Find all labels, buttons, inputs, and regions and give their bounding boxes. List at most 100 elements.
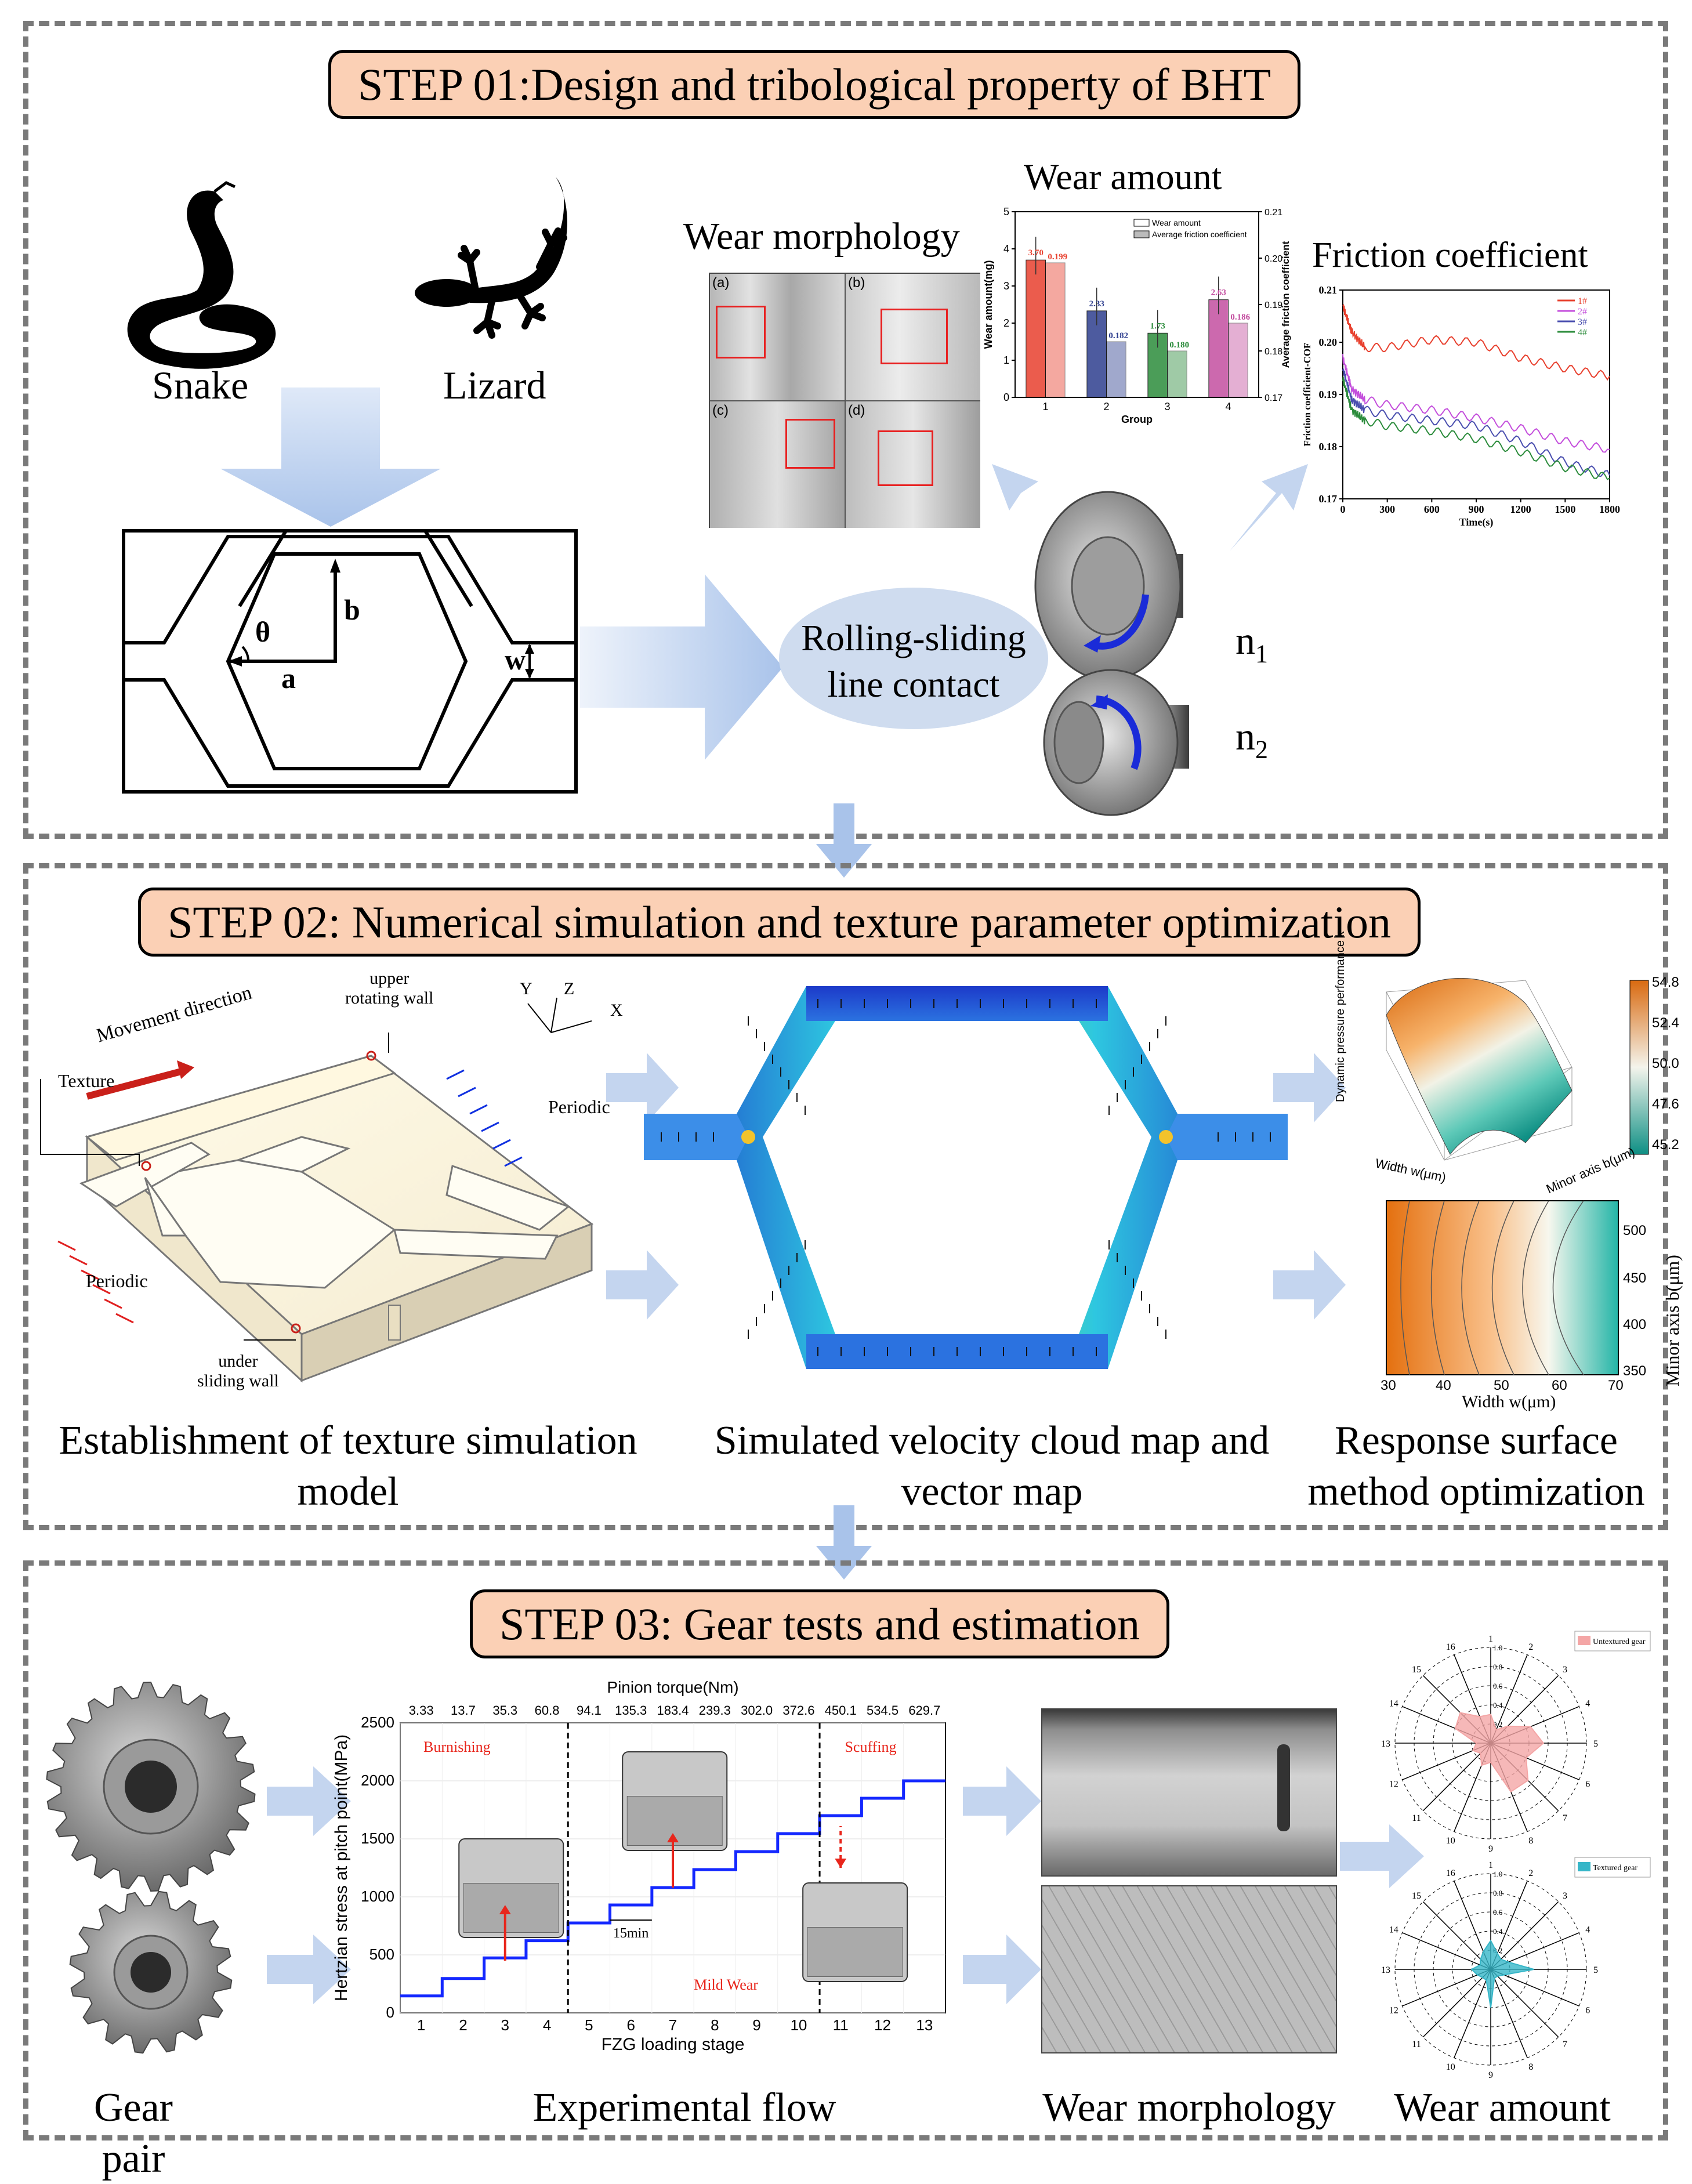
radar-axis-label: 9 (1488, 2070, 1493, 2080)
radar-axis-label: 16 (1446, 1868, 1455, 1878)
arrow-right-small-icon-2 (606, 1250, 679, 1320)
wear-bar-label: 2.33 (1089, 299, 1104, 309)
friction-bar (1045, 262, 1066, 398)
periodic-label-right: Periodic (548, 1096, 610, 1117)
colorbar-tick-2: 50.0 (1652, 1056, 1679, 1071)
fzg-xtick-label: 1 (417, 2016, 425, 2034)
arrow-up-right-icon (1230, 464, 1308, 551)
legend-swatch-friction (1133, 230, 1150, 238)
friction-ytick-label: 0.20 (1319, 336, 1338, 348)
radar-spoke (1490, 1901, 1559, 1970)
wear-y2tick-label: 0.17 (1265, 393, 1282, 403)
radar-axis-label: 2 (1528, 1642, 1533, 1652)
radar-axis-label: 5 (1593, 1739, 1598, 1749)
radar-tick: 0.8 (1493, 1889, 1502, 1897)
step-01-title: STEP 01:Design and tribological property… (328, 50, 1301, 119)
fzg-torque-label: 372.6 (782, 1703, 814, 1718)
wear-ytick-label: 1 (1003, 354, 1009, 366)
radar-tick: 0.8 (1493, 1663, 1502, 1671)
theta-label: θ (255, 615, 271, 648)
response-contour (1386, 1200, 1619, 1375)
radar-spoke (1454, 1969, 1491, 2058)
friction-legend-label: 4# (1578, 328, 1587, 338)
friction-bar-label: 0.199 (1048, 252, 1067, 262)
fzg-torque-label: 3.33 (409, 1703, 434, 1718)
texture-schematic (122, 529, 578, 794)
radar-axis-label: 3 (1563, 1891, 1567, 1901)
friction-xtick-label: 1200 (1510, 504, 1531, 515)
caption-wear-amount: Wear amount (1394, 2085, 1611, 2130)
fzg-ytick-label: 1000 (361, 1888, 394, 1905)
fzg-zone-mild: Mild Wear (694, 1976, 758, 1993)
radar-arrow (1340, 1824, 1424, 1888)
contour-xtick-4: 70 (1608, 1378, 1624, 1393)
wear-bar (1026, 259, 1046, 398)
fzg-thumb-surface (807, 1927, 903, 1977)
contour-x-label: Width w(μm) (1462, 1392, 1556, 1411)
fzg-xtick-label: 2 (459, 2016, 467, 2034)
friction-xtick-label: 1800 (1599, 504, 1620, 515)
lizard-icon (415, 177, 567, 339)
gear-pair-image (46, 1681, 256, 2054)
fzg-x-label: FZG loading stage (602, 2035, 745, 2054)
step-03-title: STEP 03: Gear tests and estimation (470, 1589, 1170, 1659)
radar-axis-label: 13 (1381, 1965, 1390, 1975)
fzg-ytick-label: 500 (369, 1946, 394, 1963)
friction-bar-label: 0.182 (1108, 331, 1128, 341)
upper-wall-label: upper rotating wall (345, 969, 434, 1008)
wear-y-label: Wear amount(mg) (983, 260, 994, 349)
radar-axis-label: 7 (1563, 2040, 1567, 2049)
fzg-title: Pinion torque(Nm) (607, 1678, 738, 1696)
radar-spoke (1490, 1969, 1528, 2058)
rollers-image (1034, 491, 1189, 816)
contour-ytick-2: 400 (1623, 1317, 1647, 1332)
radar-tick: 0.4 (1493, 1927, 1503, 1936)
wear-ytick-label: 0 (1003, 392, 1009, 403)
radar-legend-swatch (1578, 1636, 1590, 1645)
simulation-model (40, 1033, 594, 1383)
a-label: a (281, 662, 296, 694)
contact-ellipse (779, 588, 1048, 729)
n2-label: n2 (1236, 714, 1268, 764)
velocity-cloud-map (644, 986, 1288, 1369)
gear-arrow-top (267, 1766, 351, 1836)
friction-xtick-label: 0 (1340, 504, 1346, 515)
radar-spoke (1422, 1901, 1491, 1970)
radar-tick: 0.6 (1493, 1908, 1503, 1917)
radar-spoke (1490, 1969, 1579, 2006)
morph-roi-c (785, 419, 835, 469)
wear-ytick-label: 4 (1003, 243, 1009, 255)
gear-bore (125, 1761, 177, 1813)
wear-ytick-label: 2 (1003, 317, 1009, 329)
fzg-interval-label: 15min (613, 1926, 648, 1941)
fzg-torque-label: 183.4 (657, 1703, 689, 1718)
contour-ytick-1: 450 (1623, 1270, 1647, 1286)
wear-bar-label: 2.63 (1211, 288, 1226, 298)
radar-axis-label: 4 (1585, 1699, 1590, 1709)
radar-legend-swatch (1578, 1862, 1590, 1871)
fzg-torque-label: 94.1 (577, 1703, 602, 1718)
fzg-xtick-label: 5 (585, 2016, 593, 2034)
wear-xtick-label: 2 (1103, 401, 1109, 412)
friction-ytick-label: 0.17 (1319, 493, 1338, 505)
morph-panel-c: (c) (710, 401, 846, 528)
caption-experimental-flow: Experimental flow (532, 2085, 836, 2130)
contour-xtick-1: 40 (1436, 1378, 1451, 1393)
periodic-label-left: Periodic (86, 1270, 148, 1291)
legend-friction: Average friction coefficient (1152, 230, 1247, 239)
caption-rsm: Response surface method optimization (1307, 1418, 1645, 1514)
fzg-xtick-label: 9 (752, 2016, 760, 2034)
friction-ytick-label: 0.19 (1319, 389, 1338, 400)
step-02-title: STEP 02: Numerical simulation and textur… (138, 888, 1421, 957)
radar-axis-label: 8 (1528, 1836, 1533, 1846)
radar-tick: 0.4 (1493, 1701, 1503, 1709)
friction-legend-label: 1# (1578, 296, 1587, 306)
radar-legend-label: Untextured gear (1593, 1638, 1646, 1646)
friction-bar (1106, 341, 1126, 398)
fzg-xtick-label: 11 (833, 2016, 849, 2034)
down-arrow-icon (220, 387, 441, 527)
radar-tick: 1.0 (1493, 1643, 1502, 1652)
morph-arrow-top (963, 1766, 1041, 1836)
